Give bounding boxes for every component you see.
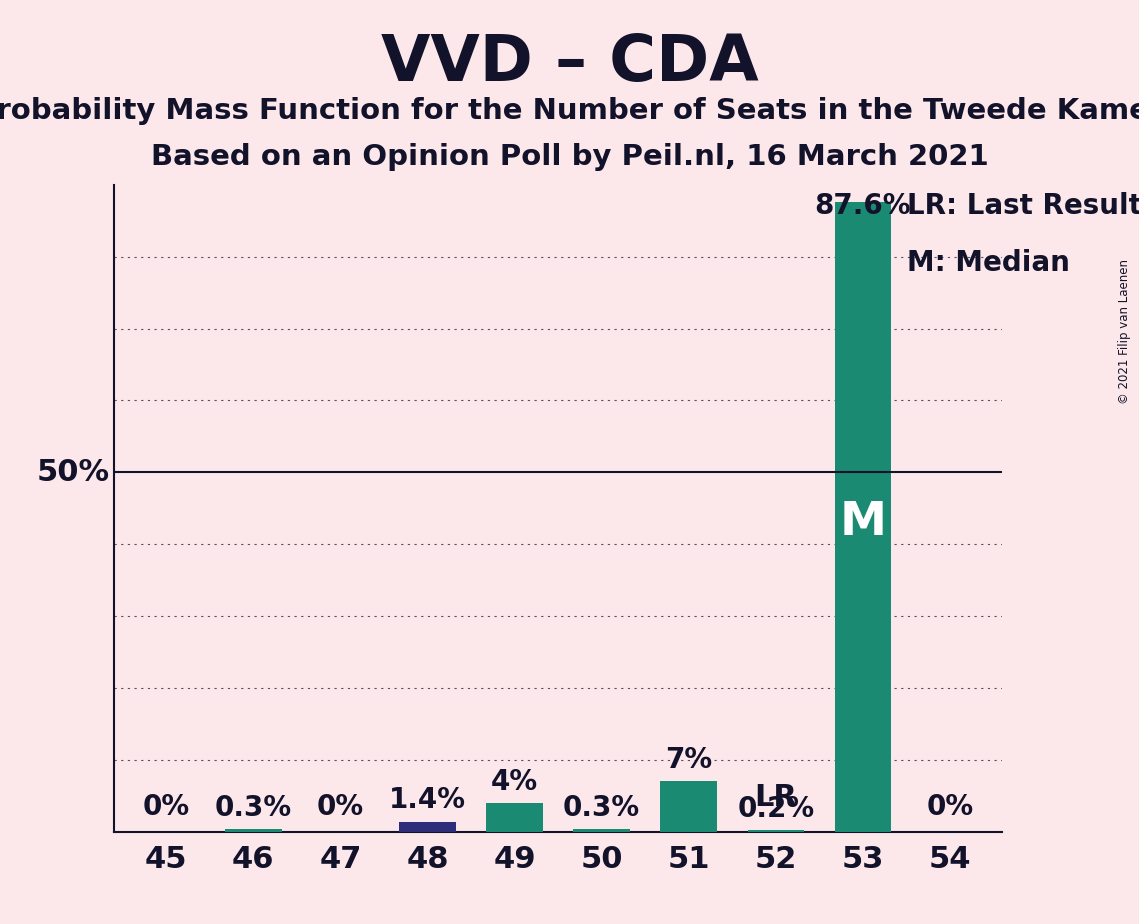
- Text: 1.4%: 1.4%: [388, 786, 466, 814]
- Text: 0%: 0%: [926, 793, 974, 821]
- Text: 0%: 0%: [142, 793, 190, 821]
- Text: LR: LR: [754, 784, 797, 812]
- Text: 4%: 4%: [491, 768, 538, 796]
- Bar: [486, 803, 543, 832]
- Text: Probability Mass Function for the Number of Seats in the Tweede Kamer: Probability Mass Function for the Number…: [0, 97, 1139, 125]
- Text: M: M: [839, 500, 886, 545]
- Text: 0%: 0%: [317, 793, 364, 821]
- Bar: [835, 202, 892, 832]
- Text: 0.3%: 0.3%: [214, 795, 292, 822]
- Bar: [661, 782, 718, 832]
- Bar: [399, 821, 456, 832]
- Text: VVD – CDA: VVD – CDA: [380, 32, 759, 94]
- Text: LR: Last Result: LR: Last Result: [907, 192, 1139, 220]
- Text: 87.6%: 87.6%: [814, 192, 911, 220]
- Text: 7%: 7%: [665, 746, 712, 774]
- Text: 0.2%: 0.2%: [737, 795, 814, 823]
- Text: 0.3%: 0.3%: [563, 795, 640, 822]
- Text: M: Median: M: Median: [907, 249, 1070, 277]
- Bar: [573, 830, 630, 832]
- Bar: [226, 830, 281, 832]
- Bar: [747, 830, 804, 832]
- Text: 50%: 50%: [36, 457, 109, 487]
- Text: © 2021 Filip van Laenen: © 2021 Filip van Laenen: [1118, 259, 1131, 404]
- Text: Based on an Opinion Poll by Peil.nl, 16 March 2021: Based on an Opinion Poll by Peil.nl, 16 …: [150, 143, 989, 171]
